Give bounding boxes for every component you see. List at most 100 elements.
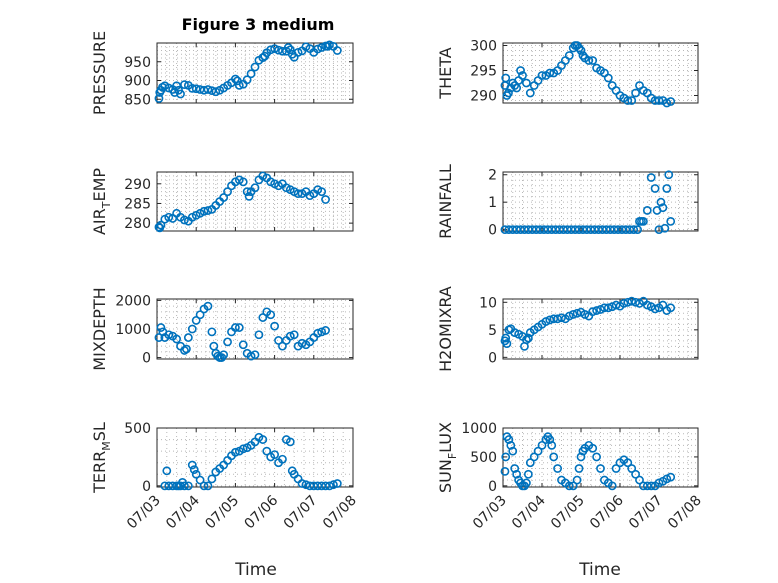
data-point xyxy=(246,69,256,79)
data-point xyxy=(187,460,197,470)
y-tick-label: 0 xyxy=(488,350,497,366)
data-point xyxy=(504,435,514,444)
data-point xyxy=(317,43,327,52)
data-point xyxy=(328,480,338,490)
data-point xyxy=(207,474,217,484)
axes-frame xyxy=(502,171,699,232)
y-tick-label: 500 xyxy=(124,421,151,437)
x-tick-label: 07/03 xyxy=(124,493,164,533)
data-point xyxy=(633,225,642,235)
data-point xyxy=(549,452,559,462)
data-point xyxy=(195,475,205,485)
data-point xyxy=(191,316,201,325)
data-point xyxy=(230,447,240,457)
data-point xyxy=(611,464,621,473)
data-point xyxy=(642,206,652,215)
data-point xyxy=(574,464,584,473)
data-point xyxy=(289,330,299,340)
data-point xyxy=(323,41,332,51)
data-point xyxy=(596,464,605,473)
y-tick-label: 290 xyxy=(124,177,151,193)
data-point xyxy=(223,337,232,347)
data-point xyxy=(501,333,511,343)
data-point xyxy=(164,83,174,93)
data-point xyxy=(242,75,252,85)
data-point xyxy=(525,88,535,98)
y-axis-label-subscript: M xyxy=(100,441,113,451)
axes-frame xyxy=(502,427,699,488)
subplot-8: 0 500 1000 07/03 07/04 07/05 07/06 07/07 07/08 SU… xyxy=(436,421,705,532)
data-point xyxy=(588,307,598,317)
y-axis-label-rest: EMP xyxy=(90,168,109,202)
data-point xyxy=(199,481,209,491)
data-point xyxy=(297,479,307,488)
grid xyxy=(503,43,698,103)
data-point xyxy=(510,464,520,473)
data-series xyxy=(500,170,676,235)
data-point xyxy=(660,223,670,233)
data-point xyxy=(234,323,244,332)
data-point xyxy=(238,177,248,187)
y-axis-label: TERRMSL xyxy=(90,422,113,494)
axes-frame xyxy=(156,171,354,232)
data-series xyxy=(160,432,342,491)
data-point xyxy=(219,350,229,360)
data-point xyxy=(246,351,256,361)
grid xyxy=(503,428,698,487)
data-point xyxy=(584,56,594,65)
data-point xyxy=(518,71,527,80)
data-point xyxy=(576,46,586,55)
data-point xyxy=(321,326,330,335)
y-tick-label: 950 xyxy=(124,55,151,71)
data-point xyxy=(588,443,598,453)
data-point xyxy=(564,481,574,491)
data-point xyxy=(297,338,307,348)
data-series xyxy=(154,301,330,362)
x-axis-label-right: Time xyxy=(578,560,621,580)
grid xyxy=(503,172,698,231)
data-point xyxy=(547,440,557,450)
data-point xyxy=(183,333,193,342)
y-tick-label: 0 xyxy=(142,351,151,367)
y-tick-label: 0 xyxy=(142,479,151,495)
data-point xyxy=(293,47,303,57)
data-point xyxy=(533,446,543,456)
data-point xyxy=(230,74,240,84)
y-tick-label: 280 xyxy=(124,216,151,232)
data-point xyxy=(191,84,201,94)
data-point xyxy=(203,301,213,311)
subplot-2: 290 295 300 THETA xyxy=(436,39,699,108)
data-point xyxy=(191,469,201,479)
x-tick-label: 07/03 xyxy=(470,493,510,533)
y-axis-label-subscript: F xyxy=(446,453,459,459)
data-point xyxy=(244,191,254,201)
data-point xyxy=(285,45,295,55)
data-point xyxy=(180,346,189,355)
data-point xyxy=(187,324,197,334)
data-point xyxy=(572,475,582,485)
axes-frame xyxy=(156,427,354,488)
data-point xyxy=(195,310,205,320)
data-point xyxy=(504,88,513,98)
data-point xyxy=(238,444,248,454)
data-point xyxy=(523,469,533,479)
data-series xyxy=(500,296,676,351)
y-tick-label: 1 xyxy=(488,195,497,211)
x-tick-label: 07/05 xyxy=(202,493,242,533)
data-point xyxy=(176,89,185,99)
axes-frame xyxy=(502,42,699,104)
data-point xyxy=(164,330,174,340)
data-point xyxy=(568,481,578,491)
data-point xyxy=(207,327,217,337)
data-point xyxy=(321,195,330,204)
axes-frame xyxy=(156,42,354,104)
y-tick-label: 850 xyxy=(124,92,151,108)
data-point xyxy=(516,66,525,75)
x-tick-label: 07/07 xyxy=(626,493,666,533)
data-point xyxy=(293,189,303,199)
data-point xyxy=(529,452,539,462)
data-point xyxy=(603,73,613,83)
x-tick-label: 07/04 xyxy=(163,492,203,532)
data-point xyxy=(619,299,629,308)
subplot-grid: 850 900 950 PRESSURE 290 295 300 THETA 280 285 290… xyxy=(90,31,705,532)
